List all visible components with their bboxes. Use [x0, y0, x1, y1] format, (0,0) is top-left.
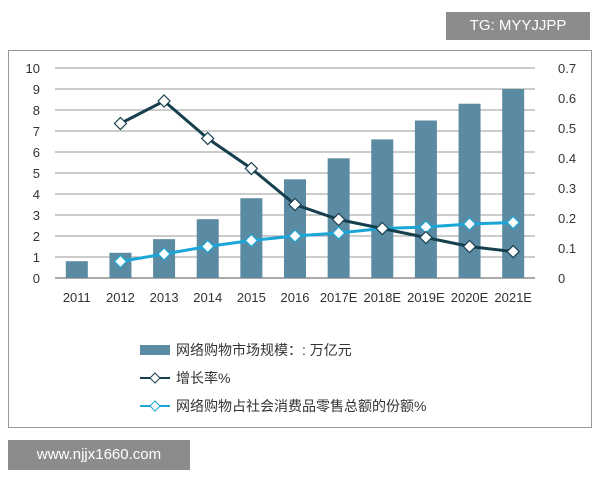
- data-point: [200, 131, 215, 146]
- x-tick-label: 2014: [193, 290, 222, 305]
- legend-item-bar: 网络购物市场规模：: 万亿元: [140, 340, 352, 360]
- data-point: [244, 233, 259, 248]
- x-tick-label: 2020E: [451, 290, 489, 305]
- x-tick-label: 2015: [237, 290, 266, 305]
- x-tick-label: 2019E: [407, 290, 445, 305]
- y-left-tick-label: 6: [33, 145, 40, 160]
- x-tick-label: 2016: [281, 290, 310, 305]
- bar: [65, 261, 88, 278]
- y-right-tick-label: 0.6: [558, 91, 576, 106]
- y-right-tick-label: 0.4: [558, 151, 576, 166]
- data-point: [288, 229, 302, 243]
- y-left-tick-label: 0: [33, 271, 40, 286]
- y-left-tick-label: 5: [33, 166, 40, 181]
- data-point: [244, 161, 259, 176]
- watermark-top: TG: MYYJJPP: [446, 12, 590, 40]
- data-point: [113, 116, 128, 131]
- x-tick-label: 2017E: [320, 290, 358, 305]
- bar: [284, 179, 306, 278]
- y-left-tick-label: 10: [26, 61, 40, 76]
- y-left-tick-label: 3: [33, 208, 40, 223]
- data-point: [157, 94, 171, 108]
- y-right-tick-label: 0.2: [558, 211, 576, 226]
- legend-label: 增长率%: [176, 370, 231, 386]
- watermark-bottom: www.njjx1660.com: [8, 440, 190, 470]
- bar: [458, 103, 481, 278]
- bar: [371, 139, 394, 278]
- legend-label: 网络购物市场规模：: 万亿元: [176, 342, 352, 358]
- data-point: [462, 217, 477, 231]
- y-right-tick-label: 0.7: [558, 61, 576, 76]
- y-left-tick-label: 8: [33, 103, 40, 118]
- legend-label: 网络购物占社会消费品零售总额的份额%: [176, 398, 427, 414]
- data-point: [157, 247, 171, 261]
- legend-item-growth: 增长率%: [140, 368, 230, 388]
- data-point: [462, 239, 477, 254]
- x-tick-label: 2012: [106, 290, 135, 305]
- y-right-tick-label: 0.5: [558, 121, 576, 136]
- y-left-tick-label: 1: [33, 250, 40, 265]
- data-point: [331, 212, 346, 227]
- chart-frame: [8, 50, 592, 428]
- series-line: [120, 221, 514, 263]
- data-point: [113, 254, 128, 269]
- data-point: [288, 197, 302, 212]
- y-left-tick-label: 9: [33, 82, 40, 97]
- data-point: [506, 215, 521, 230]
- x-tick-label: 2021E: [494, 290, 532, 305]
- legend-swatch-share: [140, 400, 170, 412]
- bar: [502, 89, 525, 278]
- series-line: [119, 99, 514, 254]
- legend-item-share: 网络购物占社会消费品零售总额的份额%: [140, 396, 426, 416]
- bar: [414, 120, 437, 278]
- x-tick-label: 2011: [63, 290, 91, 305]
- y-left-tick-label: 2: [33, 229, 40, 244]
- y-left-tick-label: 7: [33, 124, 40, 139]
- x-tick-label: 2018E: [363, 290, 401, 305]
- y-left-tick-label: 4: [33, 187, 40, 202]
- data-point: [200, 239, 215, 254]
- y-right-tick-label: 0.3: [558, 181, 576, 196]
- legend-swatch-growth: [140, 372, 170, 384]
- data-point: [331, 226, 346, 240]
- data-point: [506, 244, 521, 259]
- y-right-tick-label: 0.1: [558, 241, 576, 256]
- legend-swatch-bar: [140, 345, 170, 355]
- y-right-tick-label: 0: [558, 271, 565, 286]
- data-point: [419, 230, 433, 245]
- data-point: [375, 221, 390, 236]
- x-tick-label: 2013: [150, 290, 179, 305]
